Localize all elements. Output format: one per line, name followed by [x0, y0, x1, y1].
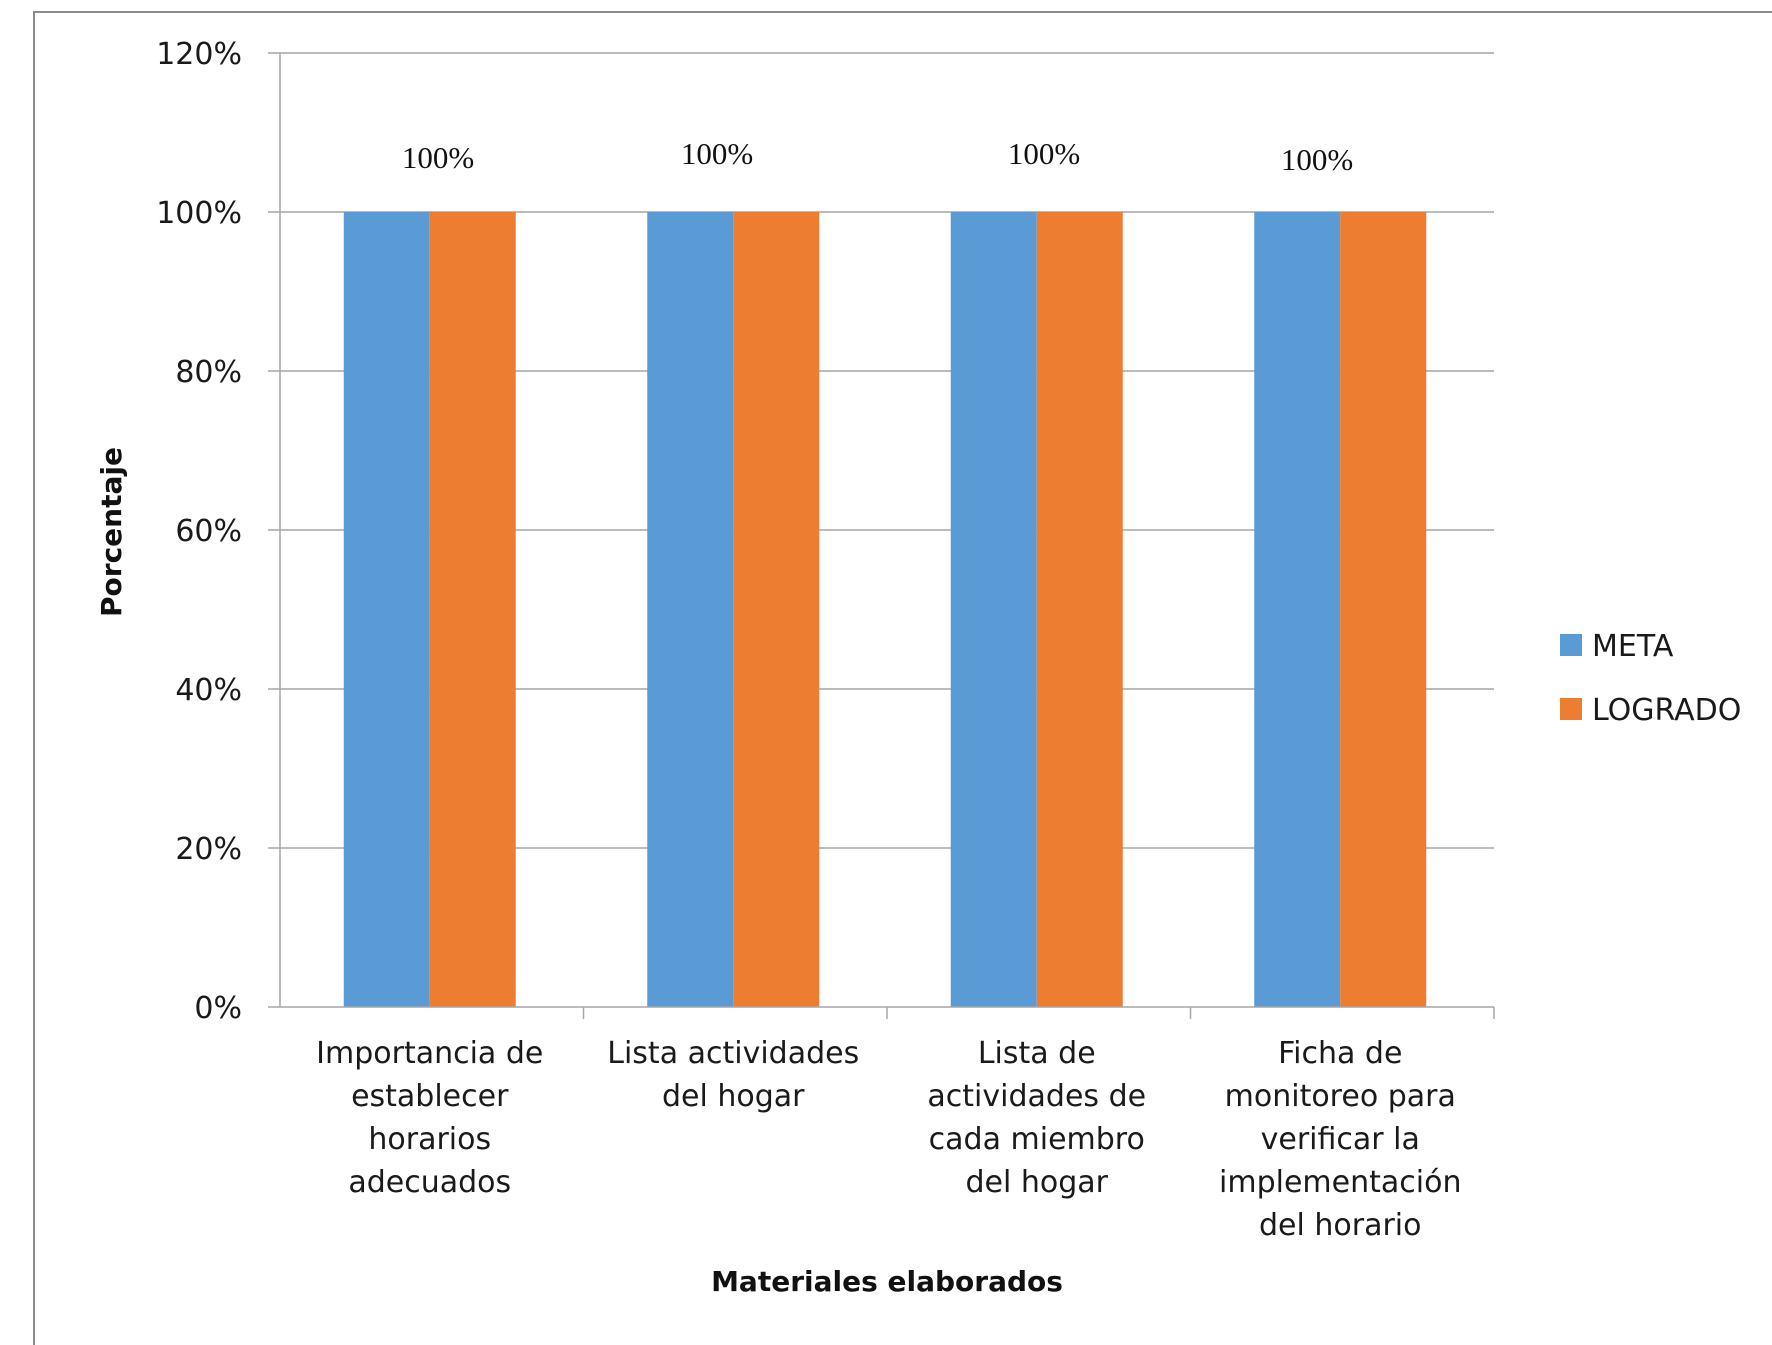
y-tick-label: 20% [175, 832, 242, 867]
bar-meta [343, 212, 430, 1007]
y-tick-label: 0% [194, 991, 242, 1026]
x-category-label: Importancia de establecer horarios adecuado… [316, 1036, 543, 1200]
x-category-label-line: actividades de [927, 1079, 1146, 1114]
x-category-label-line: verificar la [1261, 1122, 1420, 1157]
legend: META LOGRADO [1560, 629, 1741, 728]
bar-logrado [429, 212, 516, 1007]
legend-label-logrado: LOGRADO [1592, 693, 1741, 728]
x-category-labels: Importancia de establecer horarios adecuado… [316, 1036, 1461, 1243]
x-category-label: Lista de actividades de cada miembro del ho… [927, 1036, 1146, 1200]
y-tick-label: 80% [175, 355, 242, 390]
y-tick-label: 120% [156, 37, 242, 72]
bar-meta [1254, 212, 1341, 1007]
legend-swatch-logrado [1560, 698, 1582, 720]
bar-meta [647, 212, 734, 1007]
data-labels: 100% 100% 100% 100% [402, 136, 1353, 177]
x-category-label-line: del horario [1259, 1208, 1421, 1243]
x-category-label-line: horarios [368, 1122, 491, 1157]
y-tick-label: 40% [175, 673, 242, 708]
x-category-label-line: implementación [1219, 1165, 1461, 1200]
x-category-label-line: Ficha de [1278, 1036, 1402, 1071]
bar-meta [950, 212, 1037, 1007]
y-tick-labels: 0% 20% 40% 60% 80% 100% 120% [156, 37, 242, 1026]
data-label: 100% [1008, 136, 1080, 171]
x-category-label-line: del hogar [966, 1165, 1109, 1200]
data-label: 100% [402, 140, 474, 175]
legend-swatch-meta [1560, 634, 1582, 656]
y-axis-title: Porcentaje [95, 447, 128, 617]
y-tick-label: 60% [175, 514, 242, 549]
x-category-label: Ficha de monitoreo para verificar la implem… [1219, 1036, 1461, 1243]
x-category-label: Lista actividades del hogar [607, 1036, 859, 1114]
x-category-label-line: adecuados [348, 1165, 511, 1200]
x-category-label-line: Lista actividades [607, 1036, 859, 1071]
x-category-label-line: del hogar [662, 1079, 805, 1114]
x-category-label-line: cada miembro [929, 1122, 1145, 1157]
bar-logrado [1340, 212, 1427, 1007]
x-category-label-line: Importancia de [316, 1036, 543, 1071]
x-axis-title: Materiales elaborados [711, 1265, 1063, 1298]
legend-label-meta: META [1592, 629, 1674, 664]
data-label: 100% [1281, 142, 1353, 177]
data-label: 100% [681, 136, 753, 171]
bar-logrado [733, 212, 820, 1007]
y-tick-label: 100% [156, 196, 242, 231]
bar-logrado [1036, 212, 1123, 1007]
chart-frame [33, 11, 1772, 1345]
axes [279, 53, 1495, 1019]
bars [343, 212, 1427, 1007]
x-category-label-line: Lista de [978, 1036, 1096, 1071]
x-category-label-line: monitoreo para [1225, 1079, 1456, 1114]
x-category-label-line: establecer [351, 1079, 509, 1114]
